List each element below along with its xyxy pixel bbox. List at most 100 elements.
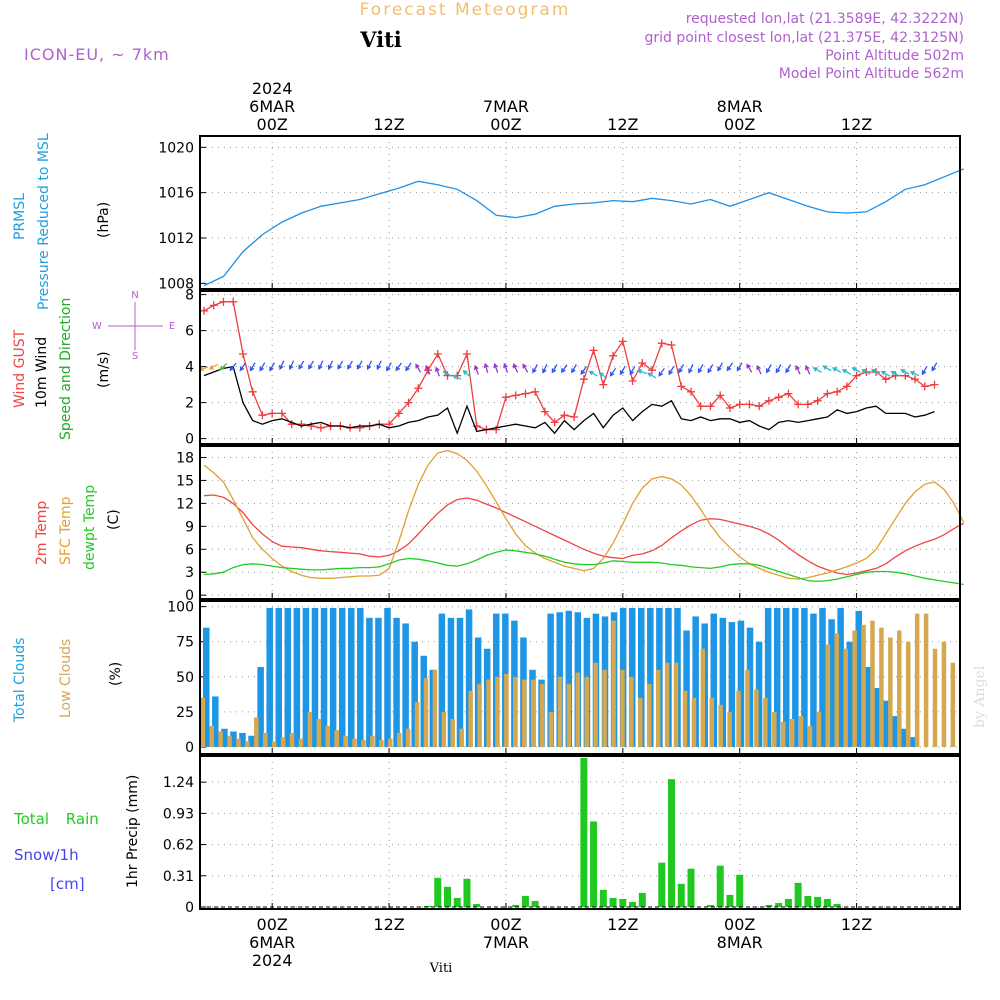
gust-marker <box>277 409 286 418</box>
snow-label: Snow/1h <box>14 846 79 864</box>
gust-marker <box>355 423 364 432</box>
precip-bar <box>658 862 666 907</box>
panel-frame <box>199 445 961 600</box>
wind-direction-arrow <box>386 362 392 372</box>
wind-direction-arrow <box>308 360 314 370</box>
gust-marker <box>540 407 549 416</box>
precip-bar <box>833 903 841 907</box>
total-rain-label: Total Rain <box>13 810 99 828</box>
wind-direction-arrow <box>870 369 881 375</box>
precip-bar <box>590 821 598 907</box>
gust-marker <box>687 387 695 396</box>
low-cloud-bar <box>227 735 232 747</box>
wind-direction-arrow <box>239 362 247 372</box>
wind-direction-arrow <box>442 370 452 377</box>
ytick-label: 1.24 <box>163 775 194 791</box>
temp-sfc-label: SFC Temp <box>58 496 74 565</box>
low-cloud-bar <box>280 737 286 747</box>
wind-direction-arrow <box>795 364 801 375</box>
gust-marker <box>833 387 842 396</box>
precip-bar <box>814 896 822 907</box>
wind-direction-arrow <box>598 372 608 379</box>
time-label-top: 12Z <box>607 115 638 134</box>
total-cloud-bar <box>230 731 237 747</box>
total-cloud-bar <box>819 608 826 747</box>
wind-direction-arrow <box>909 370 920 377</box>
ytick-label: 6 <box>185 542 194 558</box>
total-cloud-bar <box>565 610 573 747</box>
rain-panel-labels: Total Rain Snow/1h [cm] 1hr Precip (mm) <box>13 775 141 893</box>
wind-direction-arrow <box>219 362 228 371</box>
wind-direction-arrow <box>522 363 529 373</box>
total-cloud-bar <box>375 617 382 747</box>
time-label-bottom: 00Z <box>490 915 521 934</box>
total-cloud-bar <box>357 608 364 747</box>
gust-marker <box>248 387 257 396</box>
gust-marker <box>209 301 218 310</box>
cloud-panel-labels: Total Clouds Low Clouds (%) <box>12 638 124 723</box>
total-cloud-bar <box>311 608 319 747</box>
temp-2m-label: 2m Temp <box>34 501 50 565</box>
precip-bar <box>521 895 529 907</box>
ytick-label: 9 <box>185 519 194 535</box>
low-cloud-bar <box>905 641 911 747</box>
gust-marker <box>570 413 579 421</box>
total-cloud-bar <box>882 700 890 747</box>
gust-marker <box>735 400 744 409</box>
low-cloud-bar <box>700 648 706 747</box>
precip-bar <box>638 892 646 907</box>
time-label-top: 00Z <box>490 115 521 134</box>
wind-direction-arrow <box>841 369 852 375</box>
wind-direction-arrow <box>571 364 577 374</box>
ytick-label: 75 <box>176 635 194 651</box>
wind-speed-label: 10m Wind <box>34 337 50 408</box>
low-cloud-bar <box>477 683 482 747</box>
wind-direction-arrow <box>434 366 440 377</box>
total-cloud-bar <box>221 728 228 747</box>
low-cloud-bar <box>334 730 339 747</box>
model-altitude: Model Point Altitude 562m <box>779 66 964 82</box>
gust-marker <box>755 402 764 411</box>
wind-direction-arrow <box>366 360 373 371</box>
low-cloud-bar <box>289 732 295 747</box>
total-cloud-bar <box>837 608 844 747</box>
low-cloud-bar <box>852 630 857 747</box>
gust-marker <box>268 409 277 418</box>
low-cloud-bar <box>789 718 795 747</box>
gust-marker <box>501 393 510 402</box>
compass-north: N <box>131 290 138 301</box>
low-cloud-bar <box>298 738 304 747</box>
low-cloud-bar <box>950 662 956 747</box>
total-cloud-bar <box>203 627 210 747</box>
ytick-label: 0 <box>185 432 194 448</box>
gust-marker <box>287 420 296 429</box>
low-cloud-bar <box>673 662 679 747</box>
wind-direction-arrow <box>646 372 657 379</box>
time-label-top: 8MAR <box>717 97 763 116</box>
total-cloud-bar <box>692 616 699 747</box>
wind-direction-arrow <box>269 362 275 372</box>
low-cloud-bar <box>664 662 670 747</box>
low-cloud-bar <box>200 697 205 747</box>
series-gust <box>203 301 935 431</box>
low-cloud-bar <box>316 718 322 747</box>
low-cloud-bar <box>682 690 688 747</box>
panel-frame <box>199 600 961 755</box>
gust-marker <box>238 350 247 358</box>
total-cloud-bar <box>393 617 400 747</box>
gust-marker <box>696 402 705 411</box>
panel-precipitation: 0 0.31 0.62 0.93 1.24 <box>163 755 961 916</box>
requested-coords: requested lon,lat (21.3589E, 42.3222N) <box>686 11 964 27</box>
low-cloud-bar <box>396 732 402 747</box>
gust-marker <box>842 382 851 391</box>
time-label-bottom: 6MAR <box>249 933 295 952</box>
wind-direction-arrow <box>425 364 431 375</box>
wind-direction-arrow <box>880 370 891 377</box>
ytick-label: 0 <box>185 740 194 756</box>
total-cloud-bar <box>239 732 246 747</box>
gust-marker <box>229 297 238 306</box>
low-cloud-bar <box>468 690 473 747</box>
low-cloud-bar <box>236 738 241 747</box>
wind-panel-labels: Wind GUST 10m Wind Speed and Direction (… <box>12 290 175 440</box>
wind-direction-arrow <box>532 364 538 374</box>
